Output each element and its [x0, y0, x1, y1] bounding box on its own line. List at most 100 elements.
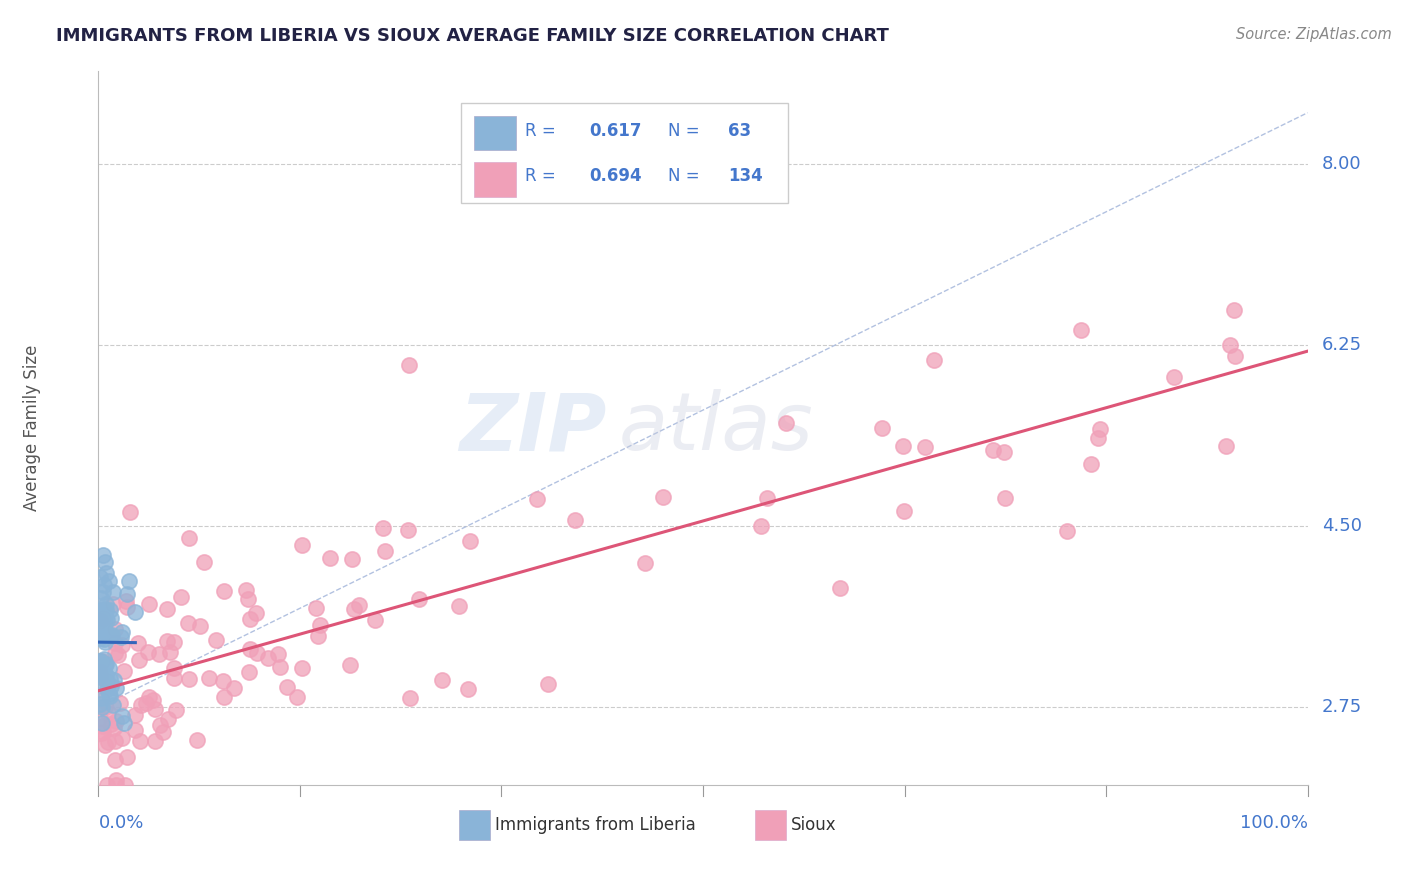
Point — [993, 444, 1015, 458]
Point — [94, 657, 117, 671]
Point — [1056, 524, 1078, 538]
Text: 0.0%: 0.0% — [98, 814, 143, 831]
Point — [1215, 439, 1237, 453]
Point — [564, 513, 586, 527]
Point — [89, 614, 111, 628]
Text: Immigrants from Liberia: Immigrants from Liberia — [495, 816, 696, 834]
Point — [101, 584, 124, 599]
Point — [103, 673, 125, 687]
Point — [634, 556, 657, 570]
Point — [152, 724, 174, 739]
Text: 8.00: 8.00 — [1322, 155, 1362, 173]
Point — [347, 598, 370, 612]
Point — [162, 661, 184, 675]
Point — [131, 698, 153, 712]
Point — [111, 708, 134, 723]
Point — [98, 603, 121, 617]
Point — [1219, 338, 1241, 352]
Point — [89, 632, 111, 646]
Point — [142, 692, 165, 706]
Point — [105, 778, 128, 792]
Point — [115, 594, 138, 608]
Point — [399, 690, 422, 705]
Point — [339, 658, 361, 673]
Point — [186, 732, 208, 747]
Point — [343, 602, 366, 616]
Point — [408, 592, 430, 607]
Point — [94, 624, 117, 638]
Point — [105, 714, 128, 728]
Point — [98, 661, 121, 675]
FancyBboxPatch shape — [474, 162, 516, 197]
Point — [89, 665, 111, 680]
Point — [922, 353, 945, 368]
Text: N =: N = — [668, 167, 704, 185]
Point — [165, 703, 187, 717]
Point — [100, 689, 122, 703]
Point — [128, 652, 150, 666]
Point — [177, 615, 200, 630]
Point — [104, 773, 127, 788]
Point — [129, 733, 152, 747]
Text: Source: ZipAtlas.com: Source: ZipAtlas.com — [1236, 27, 1392, 42]
Point — [188, 619, 211, 633]
Point — [994, 491, 1017, 505]
Point — [981, 442, 1004, 457]
Point — [396, 523, 419, 537]
Point — [93, 606, 115, 620]
Point — [104, 734, 127, 748]
Point — [90, 665, 112, 680]
Point — [104, 646, 127, 660]
Point — [148, 647, 170, 661]
Point — [212, 673, 235, 688]
Point — [89, 666, 111, 681]
Point — [179, 531, 201, 545]
Point — [1223, 302, 1246, 317]
Point — [94, 739, 117, 753]
Point — [103, 721, 125, 735]
Point — [430, 673, 453, 687]
Point — [457, 682, 479, 697]
Point — [93, 613, 115, 627]
Point — [94, 555, 117, 569]
Point — [96, 778, 118, 792]
Point — [104, 622, 127, 636]
Point — [91, 611, 114, 625]
Point — [246, 646, 269, 660]
Point — [163, 671, 186, 685]
Point — [94, 635, 117, 649]
Point — [1223, 349, 1246, 363]
Point — [285, 690, 308, 705]
Point — [170, 591, 193, 605]
Text: atlas: atlas — [619, 389, 813, 467]
Point — [177, 673, 200, 687]
Point — [89, 665, 111, 679]
Point — [114, 778, 136, 792]
FancyBboxPatch shape — [755, 810, 786, 840]
Text: 6.25: 6.25 — [1322, 336, 1362, 354]
Point — [89, 669, 111, 683]
Point — [458, 534, 481, 549]
Point — [307, 629, 329, 643]
Point — [124, 605, 146, 619]
Text: 100.0%: 100.0% — [1240, 814, 1308, 831]
Point — [96, 682, 118, 697]
Point — [91, 548, 114, 562]
Point — [245, 607, 267, 621]
Point — [124, 723, 146, 738]
Point — [97, 627, 120, 641]
Point — [110, 630, 132, 644]
Point — [276, 680, 298, 694]
Point — [117, 587, 139, 601]
Point — [112, 715, 135, 730]
Point — [235, 582, 257, 597]
Point — [98, 687, 121, 701]
Point — [93, 617, 115, 632]
Point — [91, 724, 114, 739]
Point — [90, 725, 112, 739]
Point — [91, 693, 114, 707]
Point — [90, 700, 112, 714]
Point — [775, 416, 797, 430]
Point — [115, 750, 138, 764]
Point — [1070, 323, 1092, 337]
